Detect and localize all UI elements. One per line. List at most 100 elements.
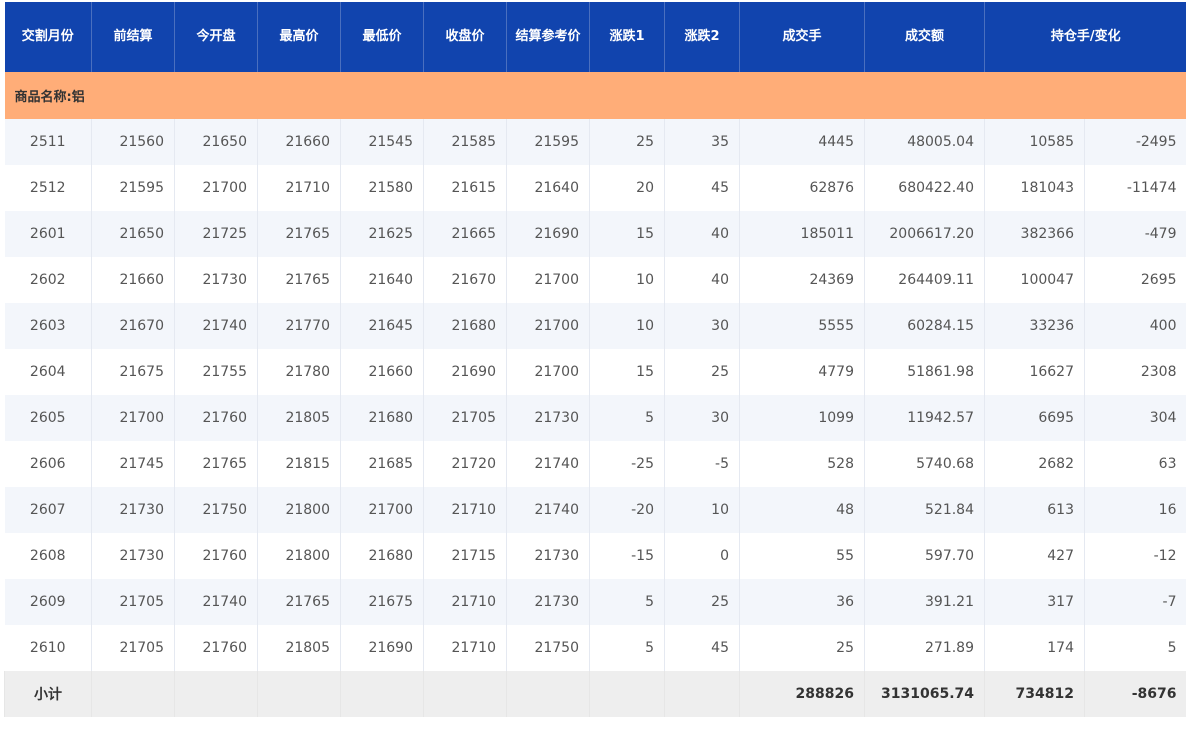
- cell-volume: 4445: [739, 119, 865, 165]
- cell-change1: 15: [589, 211, 665, 257]
- table-row: 2601 21650 21725 21765 21625 21665 21690 15 40 18…: [4, 211, 1186, 257]
- cell-turnover: 5740.68: [864, 441, 985, 487]
- cell-open-interest: 613: [984, 487, 1085, 533]
- cell-delivery-month: 2601: [4, 211, 92, 257]
- cell-close: 21665: [423, 211, 507, 257]
- cell-oi-change: 16: [1084, 487, 1186, 533]
- cell-low: 21625: [340, 211, 424, 257]
- cell-close: 21710: [423, 625, 507, 671]
- table-row: 2606 21745 21765 21815 21685 21720 21740 -25 -5 5…: [4, 441, 1186, 487]
- cell-oi-change: 63: [1084, 441, 1186, 487]
- cell-settle-ref: 21700: [506, 257, 590, 303]
- cell-settle-ref: 21740: [506, 487, 590, 533]
- cell-change2: 35: [664, 119, 740, 165]
- cell-volume: 185011: [739, 211, 865, 257]
- cell-close: 21710: [423, 487, 507, 533]
- cell-settle-ref: 21730: [506, 533, 590, 579]
- cell-low: 21660: [340, 349, 424, 395]
- cell-open: 21760: [174, 625, 258, 671]
- cell-oi-change: 2308: [1084, 349, 1186, 395]
- cell-turnover: 60284.15: [864, 303, 985, 349]
- cell-change1: 5: [589, 579, 665, 625]
- cell-turnover: 2006617.20: [864, 211, 985, 257]
- col-change1: 涨跌1: [589, 2, 665, 72]
- cell-delivery-month: 2512: [4, 165, 92, 211]
- cell-settle-ref: 21690: [506, 211, 590, 257]
- cell-high: 21765: [257, 257, 341, 303]
- cell-high: 21815: [257, 441, 341, 487]
- cell-settle-ref: 21640: [506, 165, 590, 211]
- cell-change2: 30: [664, 395, 740, 441]
- cell-change2: 10: [664, 487, 740, 533]
- cell-turnover: 680422.40: [864, 165, 985, 211]
- cell-oi-change: -2495: [1084, 119, 1186, 165]
- table-row: 2512 21595 21700 21710 21580 21615 21640 20 45 62…: [4, 165, 1186, 211]
- cell-oi-change: -11474: [1084, 165, 1186, 211]
- empty-cell: [589, 671, 665, 717]
- cell-high: 21765: [257, 211, 341, 257]
- cell-open: 21730: [174, 257, 258, 303]
- cell-settle-ref: 21700: [506, 349, 590, 395]
- cell-low: 21680: [340, 395, 424, 441]
- cell-volume: 55: [739, 533, 865, 579]
- empty-cell: [174, 671, 258, 717]
- cell-change2: -5: [664, 441, 740, 487]
- cell-open: 21760: [174, 395, 258, 441]
- cell-open: 21725: [174, 211, 258, 257]
- category-row: 商品名称:铝: [4, 72, 1186, 119]
- cell-oi-change: 400: [1084, 303, 1186, 349]
- empty-cell: [257, 671, 341, 717]
- cell-change1: -25: [589, 441, 665, 487]
- cell-delivery-month: 2603: [4, 303, 92, 349]
- cell-volume: 1099: [739, 395, 865, 441]
- cell-volume: 25: [739, 625, 865, 671]
- cell-volume: 36: [739, 579, 865, 625]
- cell-oi-change: -479: [1084, 211, 1186, 257]
- cell-open-interest: 2682: [984, 441, 1085, 487]
- empty-cell: [664, 671, 740, 717]
- cell-prev-settle: 21650: [91, 211, 175, 257]
- cell-prev-settle: 21560: [91, 119, 175, 165]
- cell-open-interest: 16627: [984, 349, 1085, 395]
- cell-delivery-month: 2602: [4, 257, 92, 303]
- cell-change1: 10: [589, 303, 665, 349]
- cell-prev-settle: 21595: [91, 165, 175, 211]
- cell-change1: 15: [589, 349, 665, 395]
- cell-prev-settle: 21670: [91, 303, 175, 349]
- cell-prev-settle: 21660: [91, 257, 175, 303]
- table-row: 2608 21730 21760 21800 21680 21715 21730 -15 0 55…: [4, 533, 1186, 579]
- table-row: 2609 21705 21740 21765 21675 21710 21730 5 25 36 3…: [4, 579, 1186, 625]
- subtotal-volume: 288826: [739, 671, 865, 717]
- cell-high: 21770: [257, 303, 341, 349]
- cell-settle-ref: 21730: [506, 395, 590, 441]
- cell-low: 21640: [340, 257, 424, 303]
- cell-high: 21805: [257, 395, 341, 441]
- cell-change2: 45: [664, 625, 740, 671]
- cell-change1: 10: [589, 257, 665, 303]
- col-close: 收盘价: [423, 2, 507, 72]
- cell-settle-ref: 21730: [506, 579, 590, 625]
- cell-open: 21750: [174, 487, 258, 533]
- cell-change1: -15: [589, 533, 665, 579]
- cell-open-interest: 10585: [984, 119, 1085, 165]
- cell-change2: 25: [664, 579, 740, 625]
- empty-cell: [340, 671, 424, 717]
- cell-change2: 45: [664, 165, 740, 211]
- cell-prev-settle: 21675: [91, 349, 175, 395]
- cell-change1: 25: [589, 119, 665, 165]
- cell-delivery-month: 2606: [4, 441, 92, 487]
- empty-cell: [506, 671, 590, 717]
- cell-close: 21670: [423, 257, 507, 303]
- cell-delivery-month: 2607: [4, 487, 92, 533]
- table-row: 2607 21730 21750 21800 21700 21710 21740 -20 10 4…: [4, 487, 1186, 533]
- cell-volume: 5555: [739, 303, 865, 349]
- cell-open: 21755: [174, 349, 258, 395]
- cell-volume: 62876: [739, 165, 865, 211]
- empty-cell: [91, 671, 175, 717]
- cell-close: 21615: [423, 165, 507, 211]
- cell-change2: 25: [664, 349, 740, 395]
- cell-close: 21705: [423, 395, 507, 441]
- cell-low: 21675: [340, 579, 424, 625]
- col-volume: 成交手: [739, 2, 865, 72]
- cell-delivery-month: 2604: [4, 349, 92, 395]
